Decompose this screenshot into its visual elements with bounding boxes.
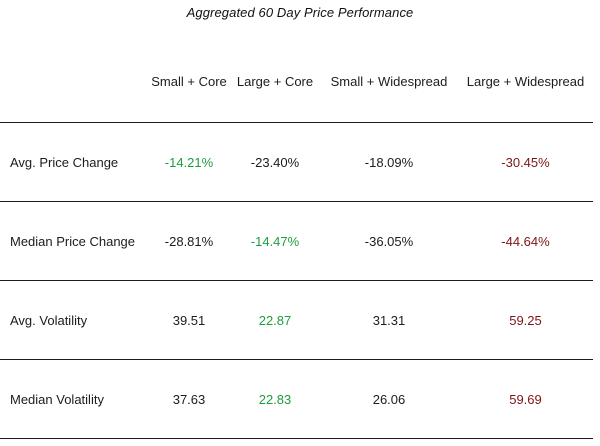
value-cell: 39.51 [148,280,230,360]
column-header-large-widespread: Large + Widespread [466,73,585,89]
header-row: Small + Core Large + Core Small + Widesp… [0,40,593,123]
table-row-avg-volatility: Avg. Volatility 39.51 22.87 31.31 59.25 [0,280,593,360]
value-cell: -18.09% [320,122,458,202]
value-cell: 59.69 [458,359,593,439]
performance-table: Small + Core Large + Core Small + Widesp… [0,40,593,439]
value-cell: 22.87 [230,280,320,360]
value-cell: 22.83 [230,359,320,439]
column-header-small-core: Small + Core [151,73,227,89]
row-label: Avg. Volatility [0,280,148,360]
value-cell: -36.05% [320,201,458,281]
row-label: Median Volatility [0,359,148,439]
value-cell: 26.06 [320,359,458,439]
figure-title: Aggregated 60 Day Price Performance [186,5,414,20]
value-cell: 37.63 [148,359,230,439]
corner-cell [0,40,148,123]
value-cell: 59.25 [458,280,593,360]
value-cell: -44.64% [458,201,593,281]
table-row-median-volatility: Median Volatility 37.63 22.83 26.06 59.6… [0,359,593,439]
value-cell: -14.21% [148,122,230,202]
table-row-avg-price-change: Avg. Price Change -14.21% -23.40% -18.09… [0,122,593,202]
row-label: Median Price Change [0,201,148,281]
row-label: Avg. Price Change [0,122,148,202]
table-row-median-price-change: Median Price Change -28.81% -14.47% -36.… [0,201,593,281]
value-cell: -28.81% [148,201,230,281]
column-header-small-widespread: Small + Widespread [330,73,448,89]
column-header-large-core: Large + Core [236,73,314,89]
value-cell: -23.40% [230,122,320,202]
value-cell: 31.31 [320,280,458,360]
value-cell: -30.45% [458,122,593,202]
value-cell: -14.47% [230,201,320,281]
